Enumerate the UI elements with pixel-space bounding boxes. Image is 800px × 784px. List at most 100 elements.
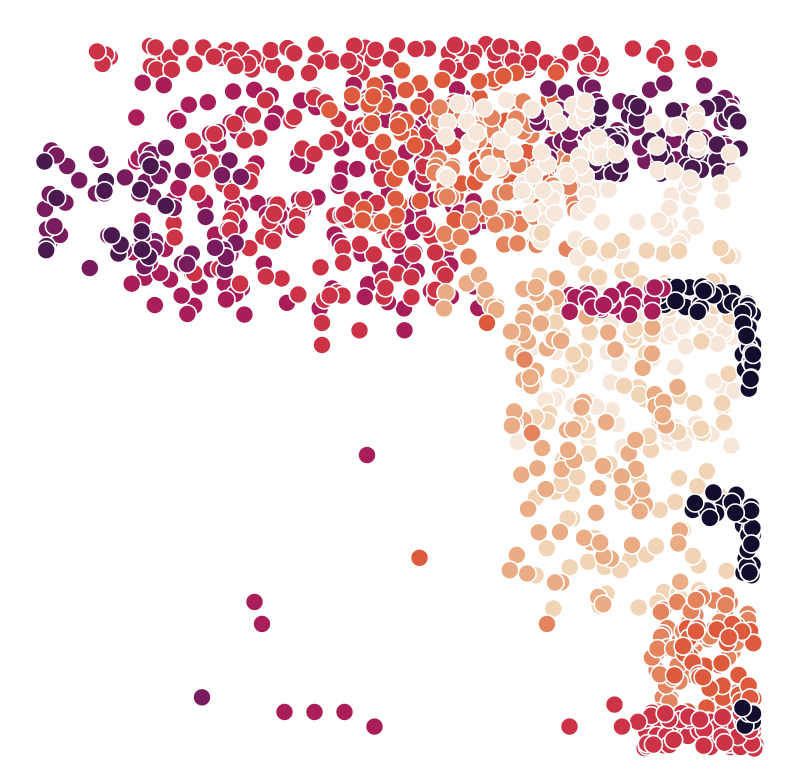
data-point-65 — [490, 36, 511, 57]
data-point-482 — [432, 70, 453, 90]
data-point-939 — [593, 594, 614, 615]
data-point-333 — [414, 214, 434, 235]
data-point-181 — [354, 287, 375, 307]
data-point-141 — [347, 159, 368, 179]
data-point-598 — [654, 73, 675, 94]
data-point-1378 — [252, 614, 272, 634]
data-point-1391 — [319, 100, 340, 120]
data-point-392 — [36, 240, 57, 260]
data-point-944 — [517, 563, 538, 584]
data-point-61 — [276, 63, 296, 83]
data-point-931 — [589, 267, 610, 288]
data-point-823 — [682, 546, 703, 566]
data-point-1334 — [492, 130, 513, 151]
data-point-807 — [668, 116, 689, 136]
data-point-446 — [352, 210, 373, 231]
data-point-390 — [102, 225, 122, 246]
data-point-1043 — [667, 592, 688, 612]
data-point-745 — [721, 435, 741, 456]
data-point-811 — [521, 202, 542, 223]
data-point-974 — [611, 466, 632, 487]
data-point-989 — [622, 535, 642, 555]
data-point-78 — [299, 63, 319, 83]
data-point-830 — [669, 468, 689, 488]
data-point-988 — [625, 430, 646, 450]
data-point-733 — [680, 169, 700, 189]
data-point-1354 — [435, 126, 456, 147]
data-point-459 — [493, 66, 514, 86]
data-point-977 — [612, 483, 633, 503]
data-point-1338 — [504, 142, 524, 163]
data-point-946 — [588, 478, 608, 498]
data-point-954 — [668, 533, 689, 554]
data-point-385 — [130, 179, 151, 200]
data-point-833 — [628, 597, 649, 618]
data-point-880 — [621, 259, 641, 280]
data-point-1363 — [87, 41, 107, 62]
data-point-431 — [410, 191, 431, 211]
data-point-1359 — [533, 180, 554, 201]
data-point-226 — [177, 304, 198, 324]
data-point-343 — [231, 167, 251, 187]
data-point-1204 — [693, 281, 714, 301]
data-point-1290 — [642, 301, 663, 322]
data-point-1326 — [526, 277, 546, 297]
data-point-997 — [629, 501, 650, 522]
data-point-344 — [195, 207, 216, 227]
data-point-1388 — [664, 665, 685, 686]
data-point-754 — [592, 212, 612, 232]
data-point-1381 — [274, 702, 295, 722]
data-point-445 — [395, 80, 416, 100]
data-point-1203 — [687, 301, 708, 322]
data-point-301 — [263, 231, 284, 251]
data-point-224 — [216, 289, 236, 310]
data-point-158 — [154, 75, 174, 95]
data-point-1276 — [725, 503, 746, 523]
data-point-794 — [598, 180, 619, 200]
data-point-469 — [363, 86, 384, 107]
data-point-264 — [403, 244, 423, 265]
data-point-1385 — [559, 716, 580, 737]
data-point-176 — [126, 107, 147, 128]
data-point-124 — [198, 92, 218, 112]
data-point-868 — [714, 412, 734, 433]
data-point-288 — [255, 266, 276, 287]
data-point-1068 — [715, 595, 736, 615]
data-point-947 — [586, 502, 606, 523]
data-point-1332 — [501, 321, 521, 342]
data-point-1173 — [655, 703, 676, 724]
data-point-1175 — [643, 734, 664, 755]
data-point-315 — [375, 277, 396, 298]
data-point-1336 — [479, 155, 500, 175]
data-point-320 — [222, 182, 242, 202]
data-point-685 — [665, 357, 685, 377]
data-point-908 — [563, 344, 584, 365]
data-point-979 — [520, 367, 541, 388]
data-point-1114 — [718, 627, 739, 648]
data-point-81 — [162, 60, 182, 80]
data-point-648 — [707, 134, 727, 155]
data-point-1103 — [673, 636, 693, 657]
data-point-180 — [329, 172, 350, 192]
data-point-413 — [408, 96, 429, 117]
data-point-791 — [647, 136, 667, 156]
data-point-480 — [362, 113, 382, 133]
data-point-829 — [549, 366, 569, 386]
data-point-274 — [243, 105, 263, 126]
data-point-367 — [156, 138, 176, 158]
data-point-790 — [545, 203, 565, 224]
data-point-273 — [224, 114, 245, 134]
data-point-268 — [204, 124, 225, 144]
data-point-704 — [703, 371, 723, 392]
data-point-334 — [230, 273, 250, 294]
data-point-179 — [171, 285, 192, 306]
data-point-1384 — [364, 716, 385, 737]
data-point-87 — [305, 34, 326, 55]
data-point-855 — [712, 393, 733, 414]
data-point-1327 — [551, 331, 571, 351]
data-point-1371 — [394, 320, 415, 341]
data-point-282 — [363, 244, 384, 265]
data-point-1382 — [304, 702, 325, 722]
data-point-775 — [531, 142, 552, 163]
data-point-1264 — [741, 534, 762, 554]
